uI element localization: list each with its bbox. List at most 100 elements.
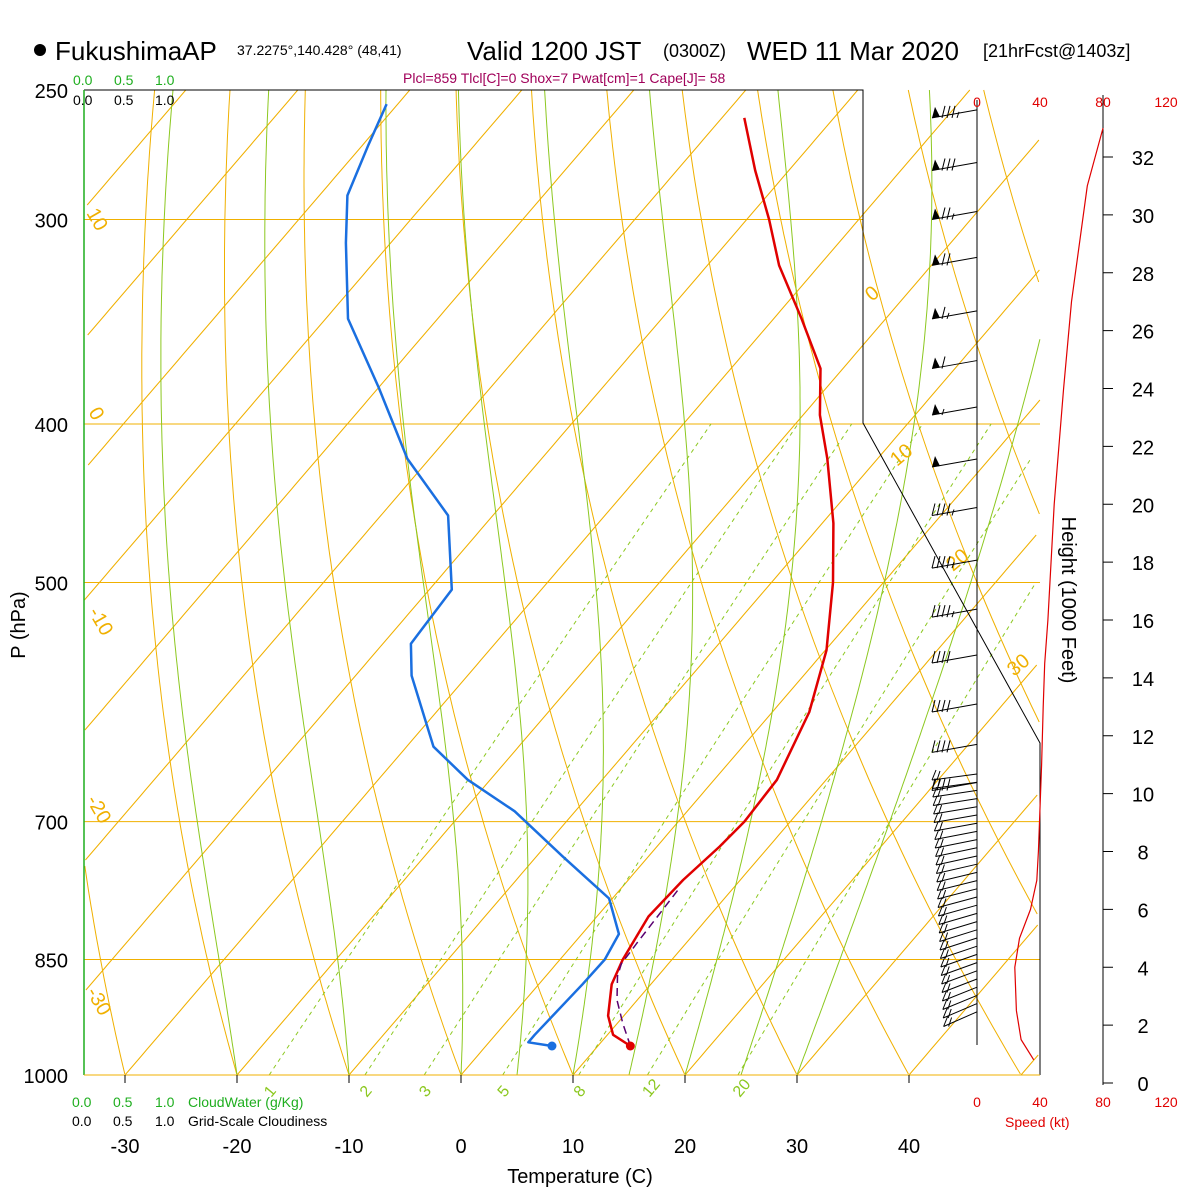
isotherm-line: [684, 664, 1038, 1076]
wind-speed-profile: [1014, 127, 1104, 1061]
speed-tick-label: 0: [973, 94, 981, 110]
speed-tick-label: 80: [1095, 94, 1111, 110]
isotherm-label: 10: [886, 440, 917, 471]
temperature-tick-label: -10: [335, 1136, 364, 1158]
cl-tick-top-2: 1.0: [155, 92, 175, 108]
height-axis-title: Height (1000 Feet): [1057, 517, 1079, 684]
wind-barb: [931, 503, 978, 516]
height-tick-label: 26: [1132, 322, 1154, 344]
wind-barb: [938, 912, 978, 925]
moist-adiabat-line: [385, 89, 464, 1076]
wind-barb: [931, 456, 978, 468]
wind-barb: [935, 846, 978, 857]
pressure-tick-labels: 250 300 400 500 700 850 1000: [24, 81, 69, 1088]
isotherm-line: [84, 89, 635, 731]
pressure-tick-label: 300: [35, 211, 68, 233]
mixing-ratio-line: [578, 423, 992, 1076]
dry-adiabat-line: [141, 89, 238, 1075]
cloudiness-label: Grid-Scale Cloudiness: [188, 1113, 327, 1129]
wind-barb: [939, 937, 978, 951]
wind-barb: [940, 953, 978, 968]
temperature-tick-label: 0: [455, 1136, 466, 1158]
dry-adiabat-line: [303, 89, 462, 1075]
height-tick-label: 18: [1132, 553, 1154, 575]
wind-barb: [931, 105, 978, 119]
isotherm-line: [87, 89, 299, 336]
dry-adiabat-line: [757, 89, 1038, 915]
cl-tick-2: 1.0: [155, 1113, 175, 1129]
moist-adiabat-line: [684, 89, 801, 1076]
valid-date: WED 11 Mar 2020: [747, 36, 959, 66]
wind-barb: [934, 837, 978, 849]
dry-adiabat-line: [84, 865, 126, 1075]
mixing-ratio-labels: 1 2 3 5 8 12 20: [261, 1076, 754, 1101]
wind-barb: [932, 795, 978, 806]
height-tick-label: 2: [1137, 1016, 1148, 1038]
wind-barb: [931, 158, 978, 172]
wind-barb: [941, 978, 978, 993]
wind-barb: [931, 605, 978, 618]
cw-tick-0: 0.0: [72, 1094, 92, 1110]
temperature-tick-label: 30: [786, 1136, 808, 1158]
profile-line-dewpoint: [344, 103, 621, 1048]
moist-adiabat-line: [264, 89, 350, 1076]
wind-barb: [931, 778, 978, 789]
valid-zulu: (0300Z): [663, 41, 726, 61]
wind-barb: [931, 404, 978, 416]
temperature-tick-label: -30: [111, 1136, 140, 1158]
wind-barb: [934, 829, 978, 840]
temperature-tick-labels: -30 -20 -10 0 10 20 30 40: [111, 1075, 920, 1158]
height-tick-label: 30: [1132, 206, 1154, 228]
sounding-profiles: [344, 103, 835, 1051]
mixing-ratio-label: 20: [730, 1076, 755, 1101]
dry-adiabat-line: [380, 90, 574, 1075]
height-tick-label: 32: [1132, 148, 1154, 170]
x-axis-title: Temperature (C): [507, 1166, 653, 1188]
wind-barb: [940, 962, 978, 976]
wind-barb: [943, 1011, 978, 1027]
cl-tick-top-1: 0.5: [114, 92, 134, 108]
wind-barbs: [931, 105, 978, 1027]
profile-line-parcel: [616, 888, 680, 1047]
cl-tick-0: 0.0: [72, 1113, 92, 1129]
wind-barb: [941, 970, 978, 985]
y-axis-title: P (hPa): [8, 591, 30, 658]
stability-indices: Plcl=859 Tlcl[C]=0 Shox=7 Pwat[cm]=1 Cap…: [403, 70, 726, 86]
wind-barb: [935, 863, 978, 874]
height-tick-label: 14: [1132, 669, 1154, 691]
dry-adiabat-line: [681, 89, 1021, 1075]
isotherm-line: [85, 89, 859, 991]
moist-adiabat-line: [740, 89, 933, 1076]
wind-speed-line: [1014, 127, 1104, 1061]
pressure-tick-label: 500: [35, 574, 68, 596]
cw-tick-top-1: 0.5: [114, 72, 134, 88]
wind-barb: [937, 888, 978, 900]
isotherm-label: -20: [82, 792, 116, 828]
dry-adiabat-line: [832, 89, 1040, 723]
wind-barb: [941, 986, 978, 1002]
mixing-ratio-line: [364, 423, 799, 1076]
mixing-ratio-line: [268, 423, 712, 1076]
height-tick-label: 16: [1132, 611, 1154, 633]
mixing-ratio-label: 8: [571, 1083, 590, 1101]
height-tick-label: 4: [1137, 958, 1148, 980]
wind-barb: [942, 994, 978, 1010]
pressure-tick-label: 250: [35, 81, 68, 103]
station-name: FukushimaAP: [55, 36, 217, 66]
speed-tick-label: 40: [1032, 94, 1048, 110]
moist-adiabat-line: [628, 89, 694, 1076]
isotherm-label: -10: [84, 604, 118, 640]
isotherm-label: 10: [82, 205, 112, 235]
isotherm-line: [348, 269, 1040, 1076]
speed-tick-label: 40: [1032, 1094, 1048, 1110]
wind-barb: [932, 786, 978, 798]
profile-line-temperature: [606, 117, 835, 1048]
wind-barb: [931, 207, 978, 221]
valid-time: Valid 1200 JST: [467, 36, 642, 66]
station-marker-icon: [34, 44, 46, 56]
wind-barb: [933, 803, 978, 815]
surface-dewpoint-marker: [547, 1041, 557, 1051]
temperature-tick-label: 20: [674, 1136, 696, 1158]
plot-frame: [83, 89, 1104, 1085]
